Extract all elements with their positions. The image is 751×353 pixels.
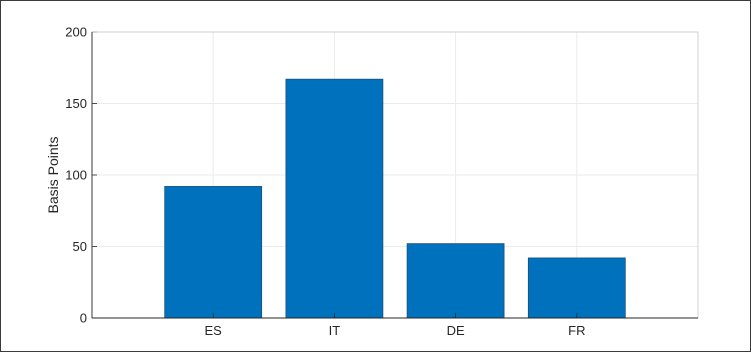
bar-layer [164,78,626,319]
bar-fr [527,257,626,319]
x-tick-label-fr: FR [568,323,585,338]
x-tick-label-de: DE [447,323,465,338]
x-tick-label-it: IT [329,323,341,338]
bar-it [285,78,384,319]
y-tick-label: 0 [80,311,87,326]
bar-es [164,186,263,319]
x-tick-label-es: ES [205,323,223,338]
y-tick-label: 200 [65,25,87,40]
axis-layer: 0 50 100 150 200 ES IT DE FR [65,25,699,338]
y-tick-label: 50 [73,239,87,254]
y-tick-label: 150 [65,96,87,111]
y-axis-label: Basis Points [45,136,61,213]
y-tick-label: 100 [65,168,87,183]
bar-de [406,243,505,319]
label-layer: Basis Points [45,136,61,213]
